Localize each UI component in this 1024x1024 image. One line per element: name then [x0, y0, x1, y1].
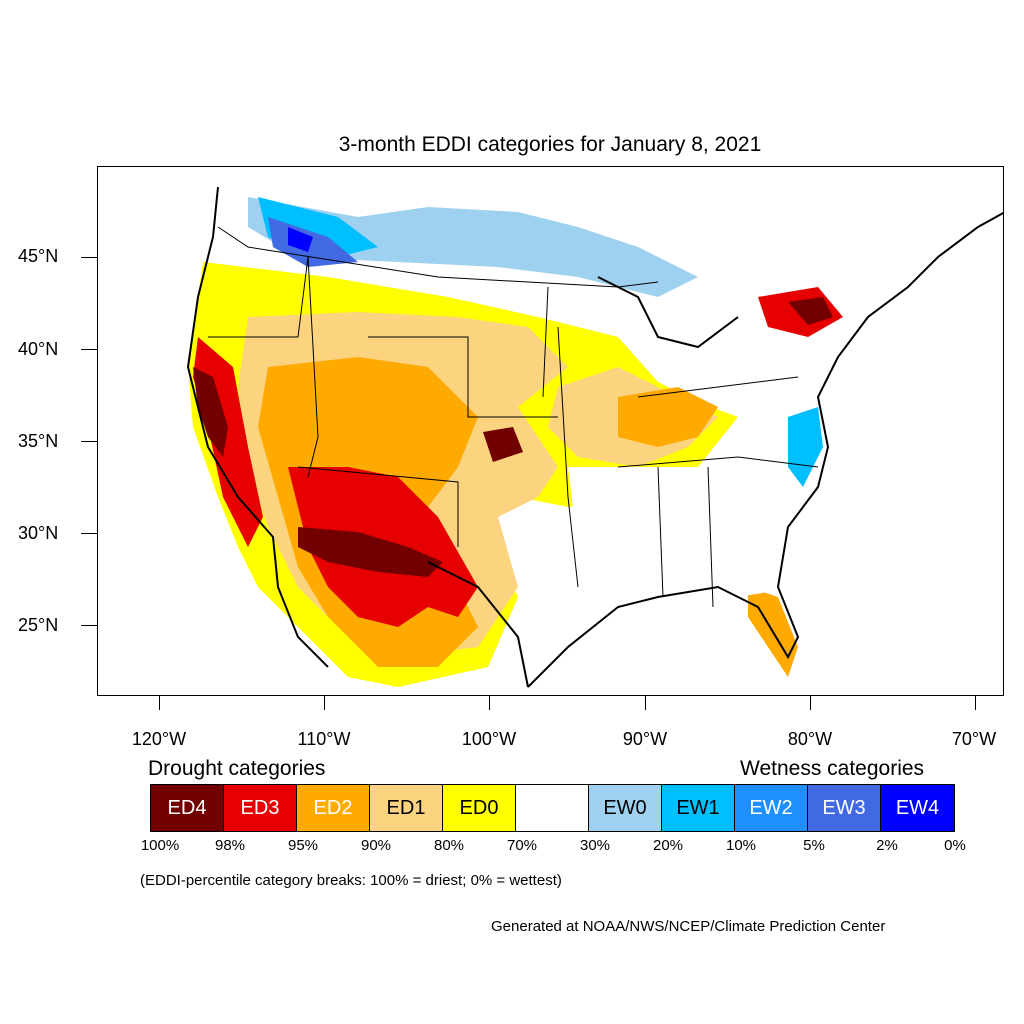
- coastline: [186, 186, 1003, 688]
- region-neutral-se: [568, 467, 818, 607]
- lon-tick-90: [645, 696, 646, 710]
- pct-break: 90%: [360, 837, 392, 854]
- eddi-category-regions: [188, 197, 843, 687]
- region-ed4-ca: [193, 367, 228, 457]
- pct-break: 95%: [287, 837, 319, 854]
- pct-break: 20%: [652, 837, 684, 854]
- pct-break: 5%: [803, 837, 825, 854]
- lat-label-40: 40°N: [18, 339, 59, 359]
- legend-box-ew1: EW1: [662, 785, 735, 831]
- lat-tick-35: [81, 441, 97, 442]
- legend-box-ew3: EW3: [808, 785, 881, 831]
- lat-label-30: 30°N: [18, 523, 59, 543]
- legend-box-ew2: EW2: [735, 785, 808, 831]
- lon-label-80: 80°W: [787, 729, 833, 749]
- pct-break: 70%: [506, 837, 538, 854]
- lat-tick-30: [81, 533, 97, 534]
- region-ed2-ohio: [618, 387, 718, 447]
- pct-break: 0%: [944, 837, 966, 854]
- lat-tick-25: [81, 625, 97, 626]
- pct-break: 100%: [140, 837, 180, 854]
- region-ew0-north: [248, 197, 698, 297]
- category-legend: ED4 ED3 ED2 ED1 ED0 EW0 EW1 EW2 EW3 EW4: [150, 784, 955, 832]
- region-ew-east-coast: [788, 407, 823, 487]
- legend-box-ed4: ED4: [151, 785, 224, 831]
- lon-tick-70: [975, 696, 976, 710]
- credit-line: Generated at NOAA/NWS/NCEP/Climate Predi…: [491, 918, 886, 935]
- pct-break: 98%: [214, 837, 246, 854]
- pct-break: 80%: [433, 837, 465, 854]
- pct-break: 30%: [579, 837, 611, 854]
- pct-break: 2%: [876, 837, 898, 854]
- lat-tick-40: [81, 349, 97, 350]
- lon-label-70: 70°W: [951, 729, 997, 749]
- region-ed4-sw: [298, 527, 443, 577]
- lon-tick-110: [324, 696, 325, 710]
- lon-label-120: 120°W: [131, 729, 187, 749]
- lon-tick-100: [489, 696, 490, 710]
- legend-box-neutral: [516, 785, 589, 831]
- legend-box-ed3: ED3: [224, 785, 297, 831]
- drought-heading: Drought categories: [148, 757, 326, 780]
- state-boundaries: [208, 226, 819, 608]
- legend-box-ed2: ED2: [297, 785, 370, 831]
- lon-label-90: 90°W: [622, 729, 668, 749]
- lat-tick-45: [81, 257, 97, 258]
- lat-label-35: 35°N: [18, 431, 59, 451]
- eddi-map: [186, 186, 1003, 688]
- legend-box-ed1: ED1: [370, 785, 443, 831]
- lat-label-45: 45°N: [18, 246, 59, 266]
- legend-box-ew0: EW0: [589, 785, 662, 831]
- lon-tick-80: [810, 696, 811, 710]
- map-title: 3-month EDDI categories for January 8, 2…: [338, 133, 762, 156]
- wetness-heading: Wetness categories: [740, 757, 925, 780]
- category-note: (EDDI-percentile category breaks: 100% =…: [140, 872, 562, 889]
- map-plot-area: [97, 166, 1004, 696]
- region-ed4-ks: [483, 427, 523, 462]
- lon-label-100: 100°W: [461, 729, 517, 749]
- lon-tick-120: [159, 696, 160, 710]
- legend-box-ew4: EW4: [881, 785, 954, 831]
- region-ew4-north: [288, 227, 313, 252]
- pct-break: 10%: [725, 837, 757, 854]
- region-ed4-ny: [788, 297, 833, 325]
- legend-box-ed0: ED0: [443, 785, 516, 831]
- lat-label-25: 25°N: [18, 615, 59, 635]
- lon-label-110: 110°W: [297, 729, 351, 749]
